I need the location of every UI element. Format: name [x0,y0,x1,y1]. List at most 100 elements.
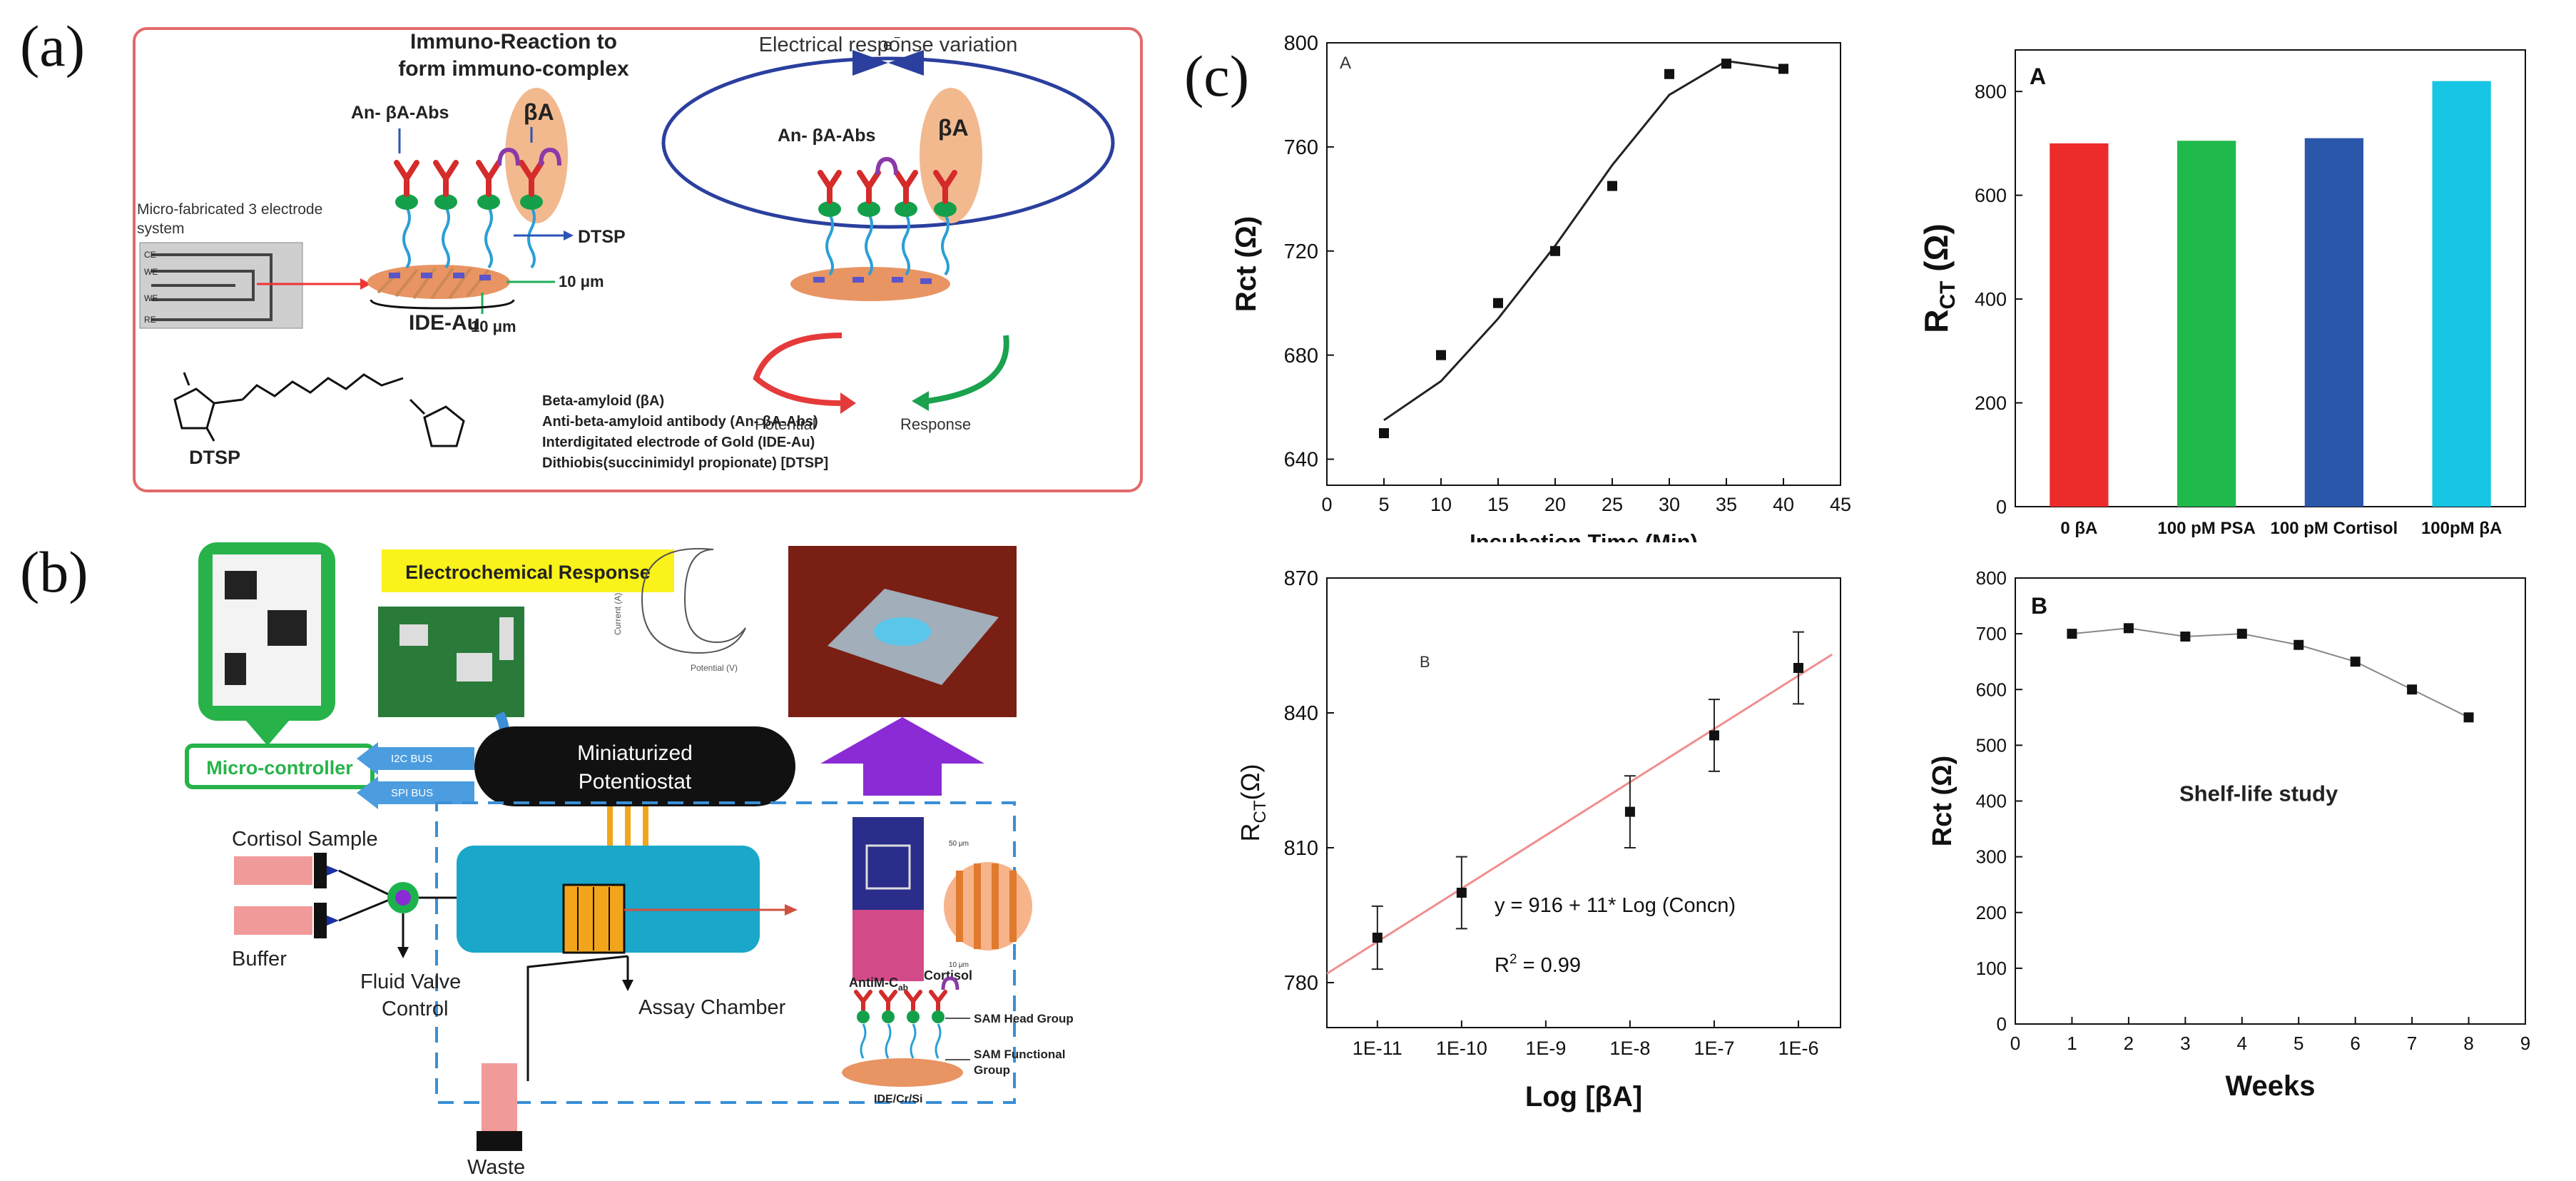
potential-arrow [753,333,842,406]
x-tick-label: 6 [2350,1033,2360,1054]
electrode-label-re: RE [144,315,156,325]
sam-functional-line2: Group [974,1063,1010,1077]
series-line [2072,627,2469,719]
spi-bus-label: SPI BUS [391,787,433,799]
plot-frame [1326,577,1841,1028]
x-tick-label: 4 [2237,1033,2247,1054]
y-tick-label: 0 [1996,496,2007,517]
data-point [2463,712,2474,723]
ide-bracket [370,299,515,310]
data-point [2294,639,2304,650]
cv-curve [641,547,746,654]
chart-shelf-life: B 0 1 2 3 4 5 6 7 8 9 0 100 200 300 400 500 600 700 800 Shel… [1928,567,2530,1102]
data-point [1664,69,1674,79]
assay-chamber-label: Assay Chamber [638,996,786,1019]
y-axis-label: RCT(Ω) [1236,764,1270,842]
panel-a-frame [133,27,1143,492]
potential-label: Potential [755,415,816,433]
valve-down-arrow [397,947,409,958]
micro-fab-line1: Micro-fabricated 3 electrode [137,201,322,218]
x-tick-label: 1E-9 [1525,1038,1566,1059]
x-tick-label: 0 [2010,1033,2020,1054]
y-axis-label: RCT (Ω) [1918,223,1960,333]
electrochem-box [382,549,674,592]
fluid-valve-line1: Fluid Valve [360,970,461,993]
ba-label-right: βA [938,115,969,141]
y-tick-label: 0 [1997,1013,2007,1035]
x-tick-label: 100pM βA [2421,519,2502,538]
legend-line-2: Anti-beta-amyloid antibody (An- βA-Abs) [542,414,818,430]
sensor-zoom-arrow [785,904,798,916]
y-tick-label: 500 [1976,734,2007,756]
bar [2050,143,2109,507]
sam-array [842,976,963,1087]
panel-letter-a: (a) [20,14,86,78]
spi-arrow-head [357,776,378,809]
x-tick-label: 9 [2520,1033,2530,1054]
waste-cap [477,1131,522,1151]
anti-label-right: An- βA-Abs [778,126,875,146]
y-tick-label: 700 [1976,623,2007,644]
data-point [1624,806,1635,817]
panel-label: A [1340,54,1351,73]
dtsp-arrow-label: DTSP [578,227,626,247]
anti-label-left: An- βA-Abs [351,103,449,123]
data-point [1607,181,1617,191]
anti-m-label: AntiM-Cab [849,975,908,993]
dim-10um: 10 μm [949,961,969,969]
x-tick-label: 5 [2294,1033,2303,1054]
y-tick-label: 200 [1975,392,2007,414]
x-tick-label: 1E-11 [1353,1038,1402,1059]
x-tick-label: 100 pM Cortisol [2271,519,2398,538]
legend-line-3: Interdigitated electrode of Gold (IDE-Au… [542,435,815,450]
fluid-valve-line2: Control [382,998,449,1020]
microcontroller-pointer [246,721,289,746]
y-tick-label: 100 [1976,958,2007,979]
x-tick-label: 1 [2067,1033,2077,1054]
x-tick-label: 45 [1830,494,1851,515]
potentiostat-line1: Miniaturized [577,741,693,765]
bowtie-left [852,50,888,76]
response-label: Response [900,415,971,433]
y-tick-label: 840 [1284,702,1318,725]
ide-cr-si-label: IDE/Cr/Si [874,1093,922,1105]
sam-head-label: SAM Head Group [974,1012,1074,1025]
response-arrow-head [912,391,929,411]
fluidic-dashed-box [435,801,1016,1104]
x-tick-label: 1E-7 [1694,1038,1734,1059]
ide-chip-square [865,844,911,890]
x-tick-label: 100 pM PSA [2157,519,2255,538]
panel-a-diagram: Immuno-Reaction to form immuno-complex E… [133,27,1143,492]
waste-label: Waste [467,1156,525,1179]
x-axis-label: Weeks [2225,1070,2315,1102]
data-point [2123,623,2134,634]
chamber-down-arrow [622,980,633,991]
microcontroller-label: Micro-controller [206,757,353,779]
ide-fingers [577,887,610,951]
x-tick-label: 20 [1544,494,1566,515]
x-tick-label: 1E-6 [1778,1038,1818,1059]
i2c-bus-label: I2C BUS [391,753,432,765]
data-point [2407,684,2418,695]
chip-arrow-head [360,278,371,290]
buffer-label: Buffer [232,948,287,970]
bar [2304,138,2363,507]
data-point [1379,428,1389,439]
data-point [1493,298,1503,308]
bar [2177,141,2236,507]
chart-incubation-time: A 0 5 10 15 20 25 30 35 40 45 640 680 720 760 800 Incuba… [1231,32,1851,542]
plot-frame [1326,42,1841,486]
ide-right [790,267,950,301]
y-axis-label: Rct (Ω) [1928,756,1958,847]
y-tick-label: 680 [1284,345,1318,368]
x-tick-label: 1E-8 [1609,1038,1650,1059]
x-tick-label: 3 [2180,1033,2190,1054]
bar [2432,81,2491,507]
cv-potential-axis: Potential (V) [691,663,738,673]
electrode-label-ce: CE [144,250,156,260]
x-tick-label: 2 [2124,1033,2134,1054]
panel-letter-c: (c) [1184,44,1250,108]
cortisol-label: Cortisol [924,968,972,983]
immuno-title-line1: Immuno-Reaction to [410,30,617,54]
legend-line-1: Beta-amyloid (βA) [542,393,664,409]
